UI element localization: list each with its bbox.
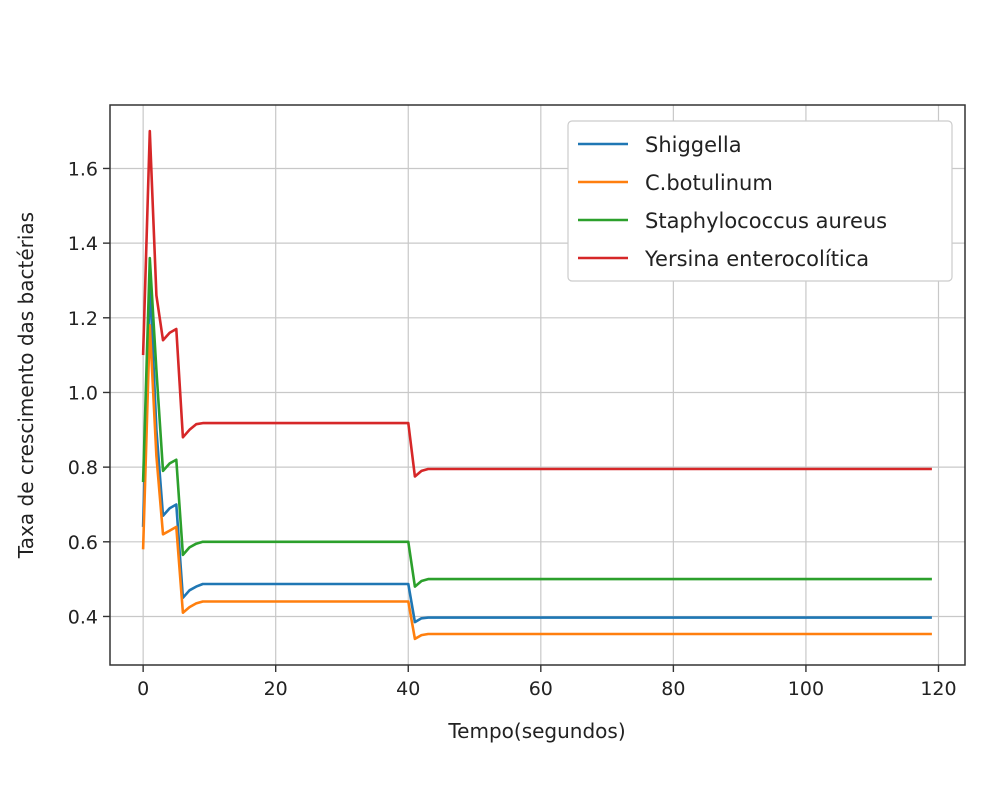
series-line-3 <box>141 256 932 588</box>
series-line-4 <box>141 129 932 478</box>
y-tick-label: 0.8 <box>68 457 98 479</box>
x-tick-labels: 0 20 40 60 80 100 120 <box>137 678 957 700</box>
y-tick-label: 0.4 <box>68 606 98 628</box>
x-axis-label: Tempo(segundos) <box>447 719 625 743</box>
x-tick-label: 60 <box>529 678 553 700</box>
legend: Shiggella C.botulinum Staphylococcus aureu… <box>567 120 953 282</box>
legend-box <box>567 120 953 282</box>
y-axis-label: Taxa de crescimento das bactérias <box>14 212 38 559</box>
x-tick-label: 20 <box>264 678 288 700</box>
y-tick-label: 1.2 <box>68 308 98 330</box>
legend-entry: Staphylococcus aureus <box>645 209 887 233</box>
series-lines <box>141 129 932 641</box>
y-tick-labels: 0.4 0.6 0.8 1.0 1.2 1.4 1.6 <box>68 158 98 628</box>
tick-marks <box>103 167 940 672</box>
y-tick-label: 0.6 <box>68 532 98 554</box>
y-tick-label: 1.6 <box>68 158 98 180</box>
y-tick-label: 1.0 <box>68 382 98 404</box>
series-line-2 <box>141 323 932 641</box>
x-tick-label: 120 <box>920 678 956 700</box>
legend-entry: Yersina enterocolítica <box>644 247 869 271</box>
x-tick-label: 100 <box>788 678 824 700</box>
x-tick-label: 0 <box>137 678 149 700</box>
legend-entry: C.botulinum <box>645 171 773 195</box>
x-tick-label: 40 <box>396 678 420 700</box>
y-tick-label: 1.4 <box>68 233 98 255</box>
series-line-1 <box>141 279 932 624</box>
x-tick-label: 80 <box>661 678 685 700</box>
legend-entry: Shiggella <box>645 133 742 157</box>
plot-frame <box>109 104 966 666</box>
